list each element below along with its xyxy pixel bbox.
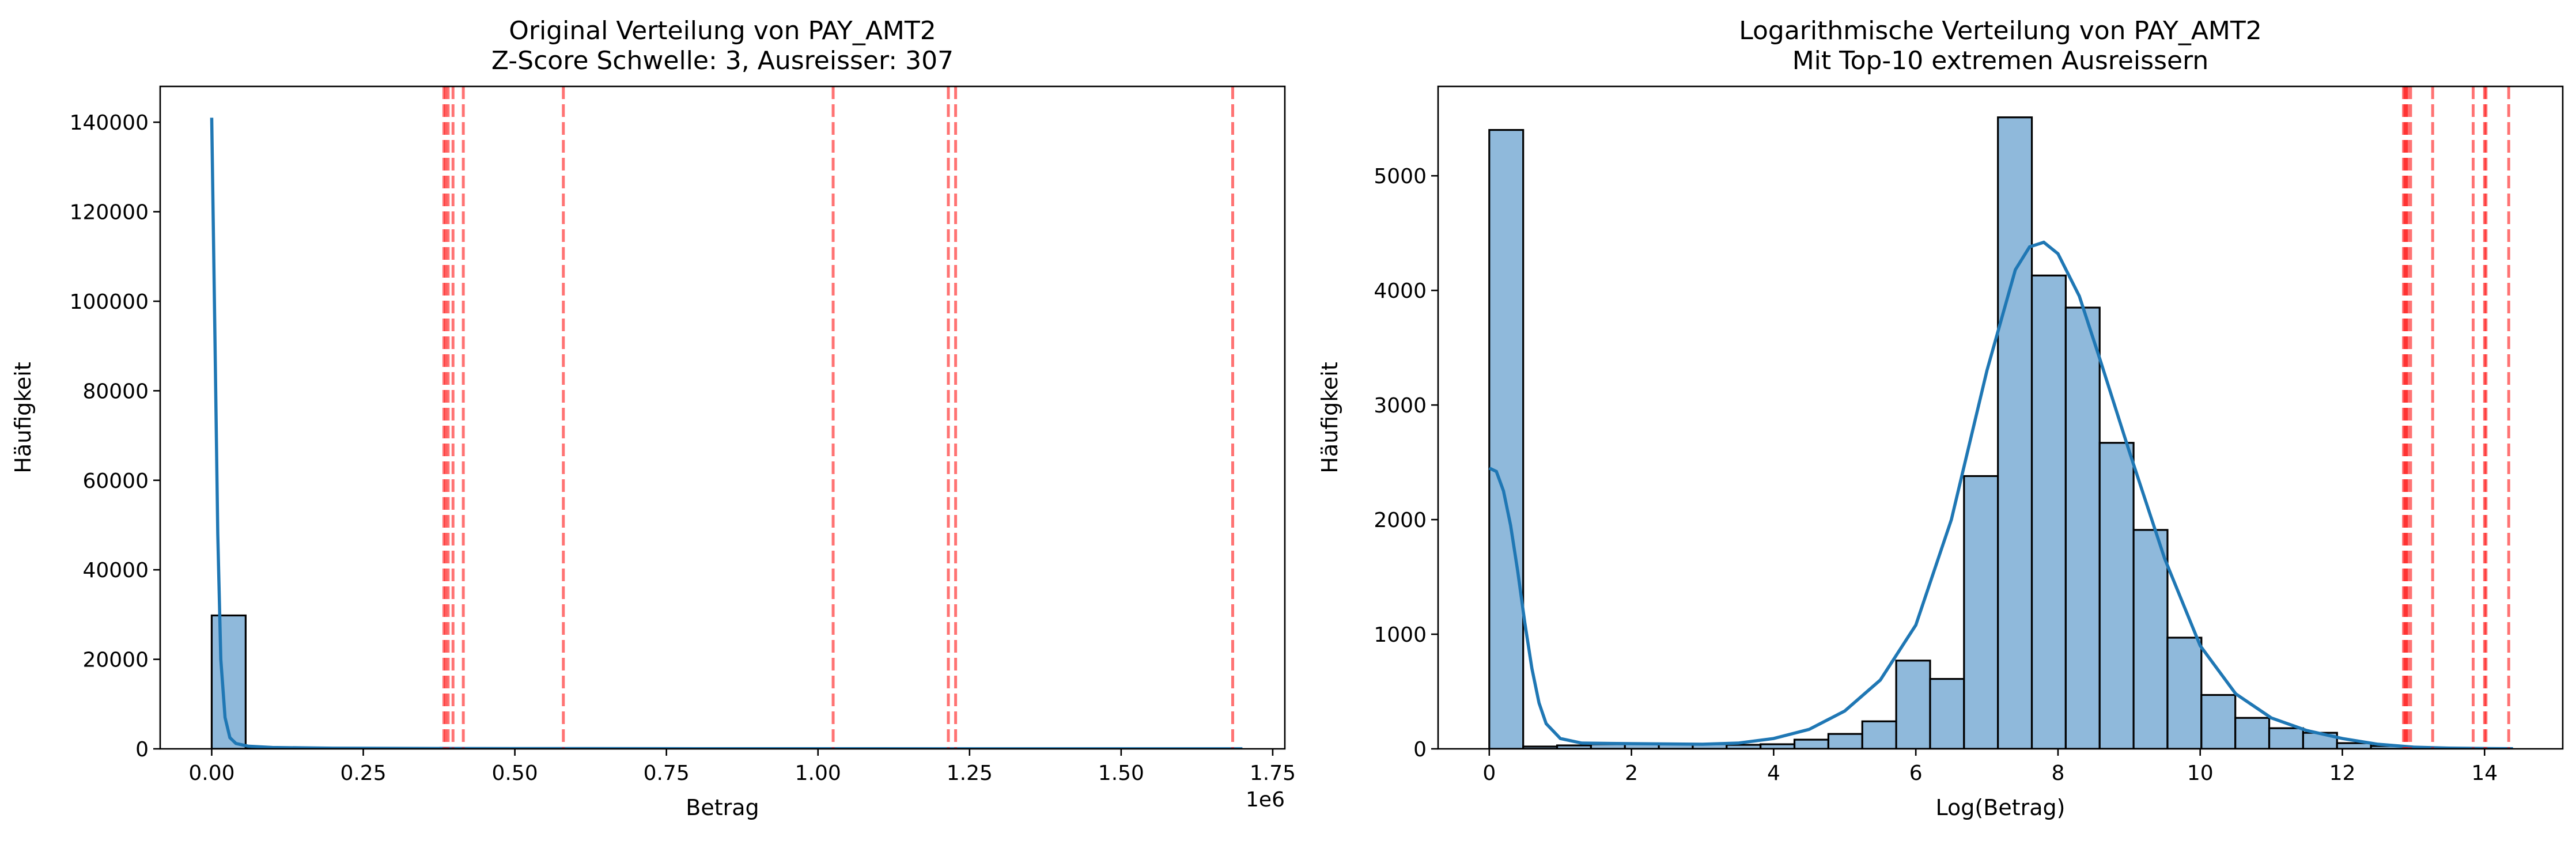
chart-title: Original Verteilung von PAY_AMT2 Z-Score …	[491, 16, 954, 75]
histogram-bar	[2268, 727, 2304, 749]
x-tick-label: 1.00	[795, 762, 841, 785]
x-axis-label: Betrag	[686, 795, 759, 820]
kde-curve	[1488, 240, 2513, 749]
plot-area	[210, 86, 1243, 749]
chart-title-line: Z-Score Schwelle: 3, Ausreisser: 307	[491, 46, 954, 75]
chart-title-line: Mit Top-10 extremen Ausreissern	[1792, 46, 2209, 75]
chart-title-line: Logarithmische Verteilung von PAY_AMT2	[1739, 16, 2262, 46]
x-tick-label: 0.00	[188, 762, 234, 785]
y-tick-label: 3000	[1374, 394, 1427, 418]
x-tick-label: 0	[1482, 762, 1496, 785]
y-axis-label: Häufigkeit	[10, 362, 36, 473]
histogram-bar	[2098, 442, 2135, 749]
histogram-bar	[1488, 129, 1525, 749]
histogram-bar	[2234, 717, 2271, 749]
axes-frame	[159, 85, 1286, 750]
x-tick-label: 1.50	[1098, 762, 1144, 785]
chart-title: Logarithmische Verteilung von PAY_AMT2 Mi…	[1739, 16, 2262, 75]
x-tick-label: 14	[2471, 762, 2498, 785]
y-tick-label: 120000	[70, 201, 149, 225]
x-tick-label: 1.75	[1250, 762, 1296, 785]
y-tick-label: 140000	[70, 111, 149, 135]
histogram-bar	[2064, 306, 2101, 749]
histogram-log-panel: 0 2 4 6 8 10 12 14 0 1000 2000 3000 4000 5000 Log(Betr…	[1317, 16, 2564, 820]
x-tick-label: 12	[2329, 762, 2356, 785]
histogram-bar	[1793, 738, 1830, 749]
x-tick-label: 1.25	[947, 762, 993, 785]
x-tick-label: 10	[2187, 762, 2214, 785]
x-tick-label: 0.25	[340, 762, 386, 785]
x-axis-label: Log(Betrag)	[1936, 795, 2066, 820]
y-tick-label: 80000	[82, 380, 149, 403]
histogram-bar	[1997, 116, 2033, 749]
histogram-original-panel: 0.00 0.25 0.50 0.75 1.00 1.25 1.50 1.75 0 20000 40…	[10, 16, 1296, 820]
y-tick-label: 2000	[1374, 509, 1427, 532]
histogram-bar	[1861, 720, 1897, 749]
axes-frame	[1437, 85, 2564, 750]
x-tick-label: 6	[1909, 762, 1923, 785]
y-tick-label: 100000	[70, 290, 149, 314]
y-tick-label: 0	[1413, 738, 1427, 762]
histogram-bar	[1895, 660, 1931, 749]
x-tick-label: 8	[2051, 762, 2064, 785]
y-tick-label: 40000	[82, 559, 149, 582]
y-tick-label: 1000	[1374, 623, 1427, 647]
y-tick-label: 20000	[82, 649, 149, 672]
x-tick-label: 0.50	[492, 762, 538, 785]
histogram-bar	[2200, 694, 2237, 749]
kde-curve	[210, 118, 1243, 749]
histogram-bar	[2030, 274, 2067, 749]
y-tick-label: 0	[135, 738, 149, 762]
x-offset-label: 1e6	[1246, 788, 1285, 812]
histogram-bar	[1963, 475, 1999, 749]
x-tick-label: 2	[1625, 762, 1638, 785]
histogram-bar	[2166, 637, 2203, 749]
y-tick-label: 60000	[82, 469, 149, 493]
histogram-bar	[1827, 733, 1863, 749]
histogram-bar	[2336, 742, 2372, 749]
histogram-bar	[1929, 678, 1965, 749]
y-tick-label: 5000	[1374, 165, 1427, 188]
chart-title-line: Original Verteilung von PAY_AMT2	[509, 16, 936, 46]
y-tick-label: 4000	[1374, 279, 1427, 303]
x-tick-label: 4	[1767, 762, 1780, 785]
histogram-bar	[2132, 529, 2169, 749]
plot-area	[1488, 86, 2513, 749]
y-axis-label: Häufigkeit	[1317, 362, 1342, 473]
x-tick-label: 0.75	[644, 762, 690, 785]
